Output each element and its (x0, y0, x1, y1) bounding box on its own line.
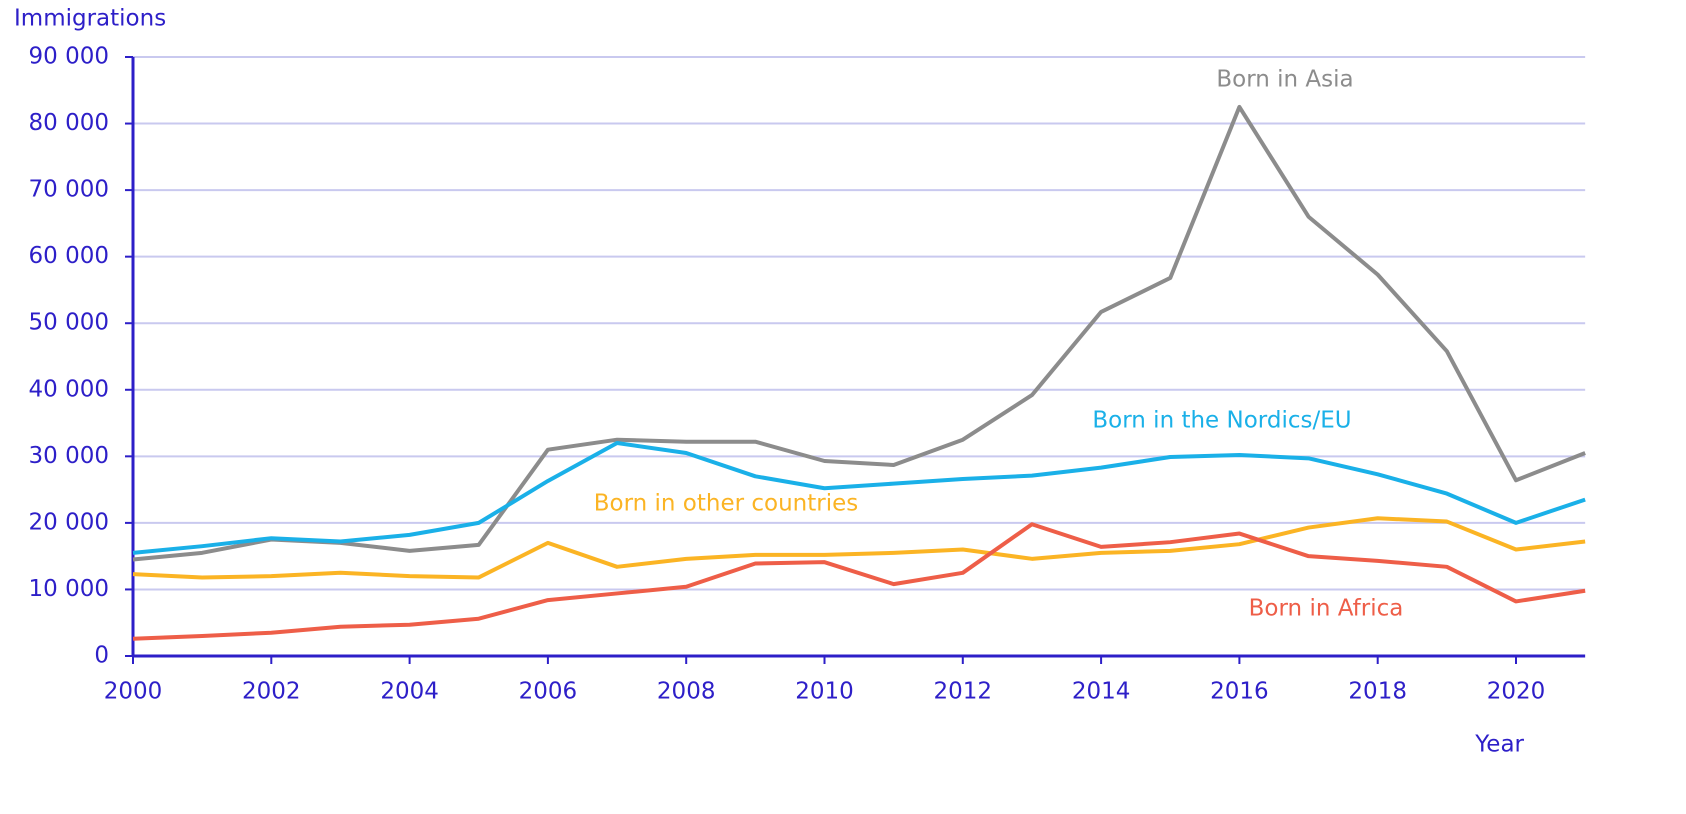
series-line (132, 516, 1586, 580)
y-tick-label: 60 000 (29, 243, 109, 269)
y-tick-label: 90 000 (29, 44, 109, 70)
series-label: Born in Africa (1249, 596, 1404, 622)
x-tick-label: 2008 (657, 679, 716, 705)
y-tick-label: 30 000 (29, 443, 109, 469)
y-tick-label: 70 000 (29, 177, 109, 203)
series-label: Born in the Nordics/EU (1092, 408, 1351, 434)
y-tick-label: 0 (94, 643, 109, 669)
series-line (132, 104, 1586, 562)
x-tick-label: 2010 (795, 679, 854, 705)
series-line (132, 441, 1586, 555)
x-tick-label: 2014 (1072, 679, 1131, 705)
y-tick-label: 10 000 (29, 576, 109, 602)
x-tick-label: 2002 (242, 679, 301, 705)
series-line (132, 522, 1586, 641)
series-label: Born in Asia (1216, 67, 1353, 93)
x-tick-label: 2018 (1348, 679, 1407, 705)
x-tick-label: 2004 (380, 679, 439, 705)
x-tick-label: 2006 (519, 679, 578, 705)
x-tick-label: 2016 (1210, 679, 1269, 705)
x-tick-label: 2012 (934, 679, 993, 705)
y-tick-label: 80 000 (29, 110, 109, 136)
y-tick-label: 20 000 (29, 509, 109, 535)
y-tick-label: 40 000 (29, 376, 109, 402)
y-tick-label: 50 000 (29, 310, 109, 336)
x-tick-label: 2020 (1487, 679, 1546, 705)
y-axis-label: Immigrations (14, 6, 166, 32)
series-label: Born in other countries (594, 491, 859, 517)
x-tick-label: 2000 (104, 679, 163, 705)
x-axis-label: Year (1474, 732, 1524, 758)
